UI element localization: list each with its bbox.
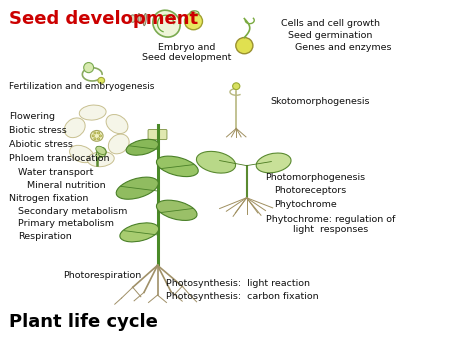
Ellipse shape (87, 152, 114, 167)
Text: Fertilization and embryogenesis: Fertilization and embryogenesis (9, 82, 154, 91)
Text: Photoreceptors: Photoreceptors (274, 187, 347, 195)
Text: Biotic stress: Biotic stress (9, 126, 67, 135)
Text: Mineral nutrition: Mineral nutrition (27, 181, 106, 190)
Ellipse shape (126, 139, 158, 155)
Ellipse shape (236, 38, 253, 54)
Text: Phytochrome: Phytochrome (274, 200, 337, 209)
Ellipse shape (97, 132, 100, 134)
Text: Water transport: Water transport (18, 168, 94, 177)
Text: Seed germination: Seed germination (288, 31, 373, 40)
Ellipse shape (96, 150, 106, 158)
Text: Flowering: Flowering (9, 112, 55, 121)
Text: Photomorphogenesis: Photomorphogenesis (266, 173, 365, 182)
Ellipse shape (233, 83, 240, 90)
Ellipse shape (116, 177, 158, 199)
Ellipse shape (184, 13, 202, 30)
Text: Abiotic stress: Abiotic stress (9, 140, 73, 149)
Text: Nitrogen fixation: Nitrogen fixation (9, 194, 88, 203)
Ellipse shape (138, 14, 141, 24)
Text: Genes and enzymes: Genes and enzymes (295, 44, 391, 52)
Text: Skotomorphogenesis: Skotomorphogenesis (270, 97, 369, 106)
Ellipse shape (98, 77, 104, 83)
Text: Photorespiration: Photorespiration (63, 271, 141, 280)
Ellipse shape (90, 130, 103, 141)
Ellipse shape (97, 138, 100, 140)
Text: Cells and cell growth: Cells and cell growth (281, 19, 380, 28)
Ellipse shape (79, 105, 106, 120)
Text: Phloem translocation: Phloem translocation (9, 154, 109, 163)
Ellipse shape (153, 10, 180, 37)
Ellipse shape (98, 147, 106, 157)
Text: Photosynthesis:  light reaction: Photosynthesis: light reaction (166, 280, 310, 288)
Text: Respiration: Respiration (18, 232, 72, 241)
Ellipse shape (96, 146, 106, 154)
Ellipse shape (64, 118, 85, 138)
Ellipse shape (94, 138, 96, 140)
FancyBboxPatch shape (148, 129, 167, 140)
Ellipse shape (92, 135, 94, 137)
Text: Plant life cycle: Plant life cycle (9, 313, 158, 331)
Ellipse shape (144, 14, 146, 26)
Ellipse shape (256, 153, 291, 173)
Text: Secondary metabolism: Secondary metabolism (18, 207, 127, 216)
Text: Embryo and
Seed development: Embryo and Seed development (142, 43, 231, 62)
Text: Primary metabolism: Primary metabolism (18, 219, 114, 228)
Ellipse shape (108, 134, 129, 154)
Ellipse shape (106, 115, 128, 134)
Ellipse shape (99, 135, 102, 137)
Ellipse shape (120, 223, 159, 242)
Ellipse shape (70, 145, 94, 163)
Ellipse shape (157, 156, 198, 176)
Ellipse shape (196, 151, 236, 173)
Text: Photosynthesis:  carbon fixation: Photosynthesis: carbon fixation (166, 292, 319, 301)
Ellipse shape (84, 63, 94, 73)
Ellipse shape (94, 132, 96, 134)
Ellipse shape (130, 15, 135, 22)
Ellipse shape (157, 200, 197, 220)
Text: Phytochrome: regulation of
light  responses: Phytochrome: regulation of light respons… (266, 215, 395, 235)
Text: Seed development: Seed development (9, 10, 198, 28)
